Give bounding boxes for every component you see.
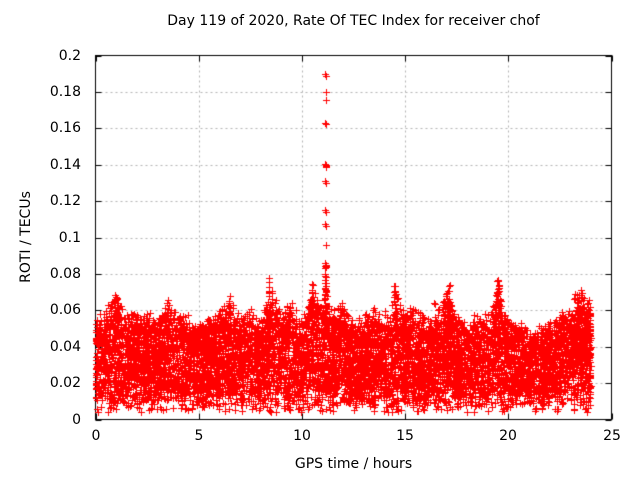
y-tick-label: 0.2 [58, 48, 81, 64]
y-tick-label: 0.18 [49, 84, 81, 100]
chart-title: Day 119 of 2020, Rate Of TEC Index for r… [167, 13, 540, 29]
y-tick-label: 0.14 [49, 157, 81, 173]
x-tick-label: 10 [293, 428, 311, 444]
x-tick-label: 25 [603, 428, 621, 444]
y-tick-label: 0.16 [49, 120, 81, 136]
x-axis-label: GPS time / hours [294, 456, 413, 472]
y-tick-label: 0.12 [49, 193, 81, 209]
y-tick-label: 0.1 [58, 230, 81, 246]
y-tick-label: 0 [72, 412, 81, 428]
y-tick-label: 0.08 [49, 266, 81, 282]
y-axis-label: ROTI / TECUs [18, 191, 34, 283]
x-tick-label: 0 [91, 428, 101, 444]
x-tick-label: 15 [396, 428, 414, 444]
x-tick-label: 5 [194, 428, 204, 444]
y-tick-label: 0.04 [49, 339, 81, 355]
y-tick-label: 0.02 [49, 375, 81, 391]
y-tick-label: 0.06 [49, 302, 81, 318]
x-tick-label: 20 [499, 428, 517, 444]
